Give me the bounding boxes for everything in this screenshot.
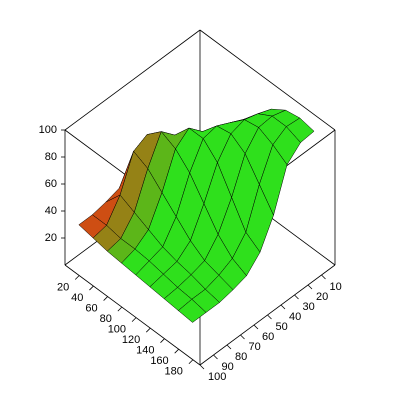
y-tick <box>253 324 259 330</box>
box-edge <box>199 29 336 131</box>
y-tick-label: 100 <box>208 371 226 383</box>
y-tick <box>226 344 232 350</box>
y-tick-label: 90 <box>222 361 234 373</box>
x-tick <box>174 348 179 354</box>
y-tick-label: 10 <box>330 281 342 293</box>
y-tick-label: 20 <box>316 291 328 303</box>
x-tick <box>145 327 151 333</box>
x-tick-label: 60 <box>85 302 97 314</box>
x-tick-label: 180 <box>165 366 183 378</box>
z-tick-label: 100 <box>39 124 57 136</box>
y-tick-label: 60 <box>262 331 274 343</box>
x-tick <box>131 317 137 322</box>
y-tick <box>280 304 286 310</box>
x-tick-label: 40 <box>71 292 83 304</box>
z-tick-label: 20 <box>45 232 57 244</box>
z-tick-label: 40 <box>45 205 57 217</box>
y-tick-label: 70 <box>249 341 261 353</box>
y-tick <box>240 334 245 340</box>
y-tick-label: 30 <box>303 301 315 313</box>
x-tick-label: 100 <box>108 324 126 336</box>
x-tick <box>160 338 165 343</box>
x-tick <box>117 306 123 312</box>
x-tick-label: 120 <box>122 334 140 346</box>
y-tick <box>307 284 313 290</box>
box-edge <box>64 29 201 131</box>
y-tick-label: 50 <box>276 321 288 333</box>
box-edge <box>64 264 201 366</box>
y-tick <box>213 354 218 360</box>
y-tick <box>294 294 299 300</box>
x-tick <box>89 285 94 291</box>
x-tick-label: 160 <box>150 355 168 367</box>
x-tick-label: 140 <box>136 345 154 357</box>
y-tick <box>267 314 272 320</box>
y-tick-label: 80 <box>235 351 247 363</box>
x-tick-label: 80 <box>100 313 112 325</box>
y-tick <box>321 274 326 280</box>
x-tick <box>188 359 194 365</box>
x-tick-label: 20 <box>57 281 69 293</box>
y-tick <box>199 364 205 370</box>
z-tick-label: 60 <box>45 178 57 190</box>
x-tick <box>103 296 108 301</box>
surface-patch <box>177 298 207 323</box>
z-tick-label: 80 <box>45 151 57 163</box>
x-tick <box>74 275 80 280</box>
y-tick-label: 40 <box>289 311 301 323</box>
